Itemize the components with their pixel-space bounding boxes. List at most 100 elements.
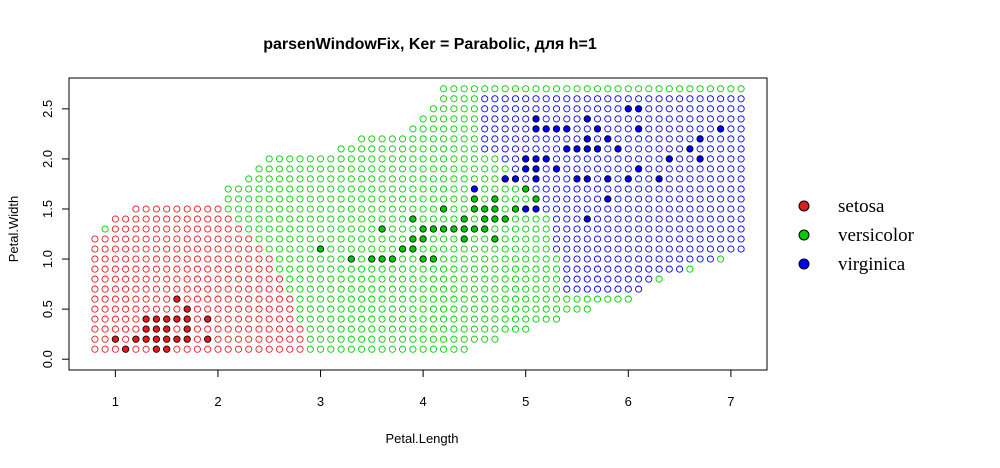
grid-cell-versicolor: [368, 135, 376, 143]
grid-cell-versicolor: [255, 225, 263, 233]
grid-cell-versicolor: [399, 235, 407, 243]
grid-cell-versicolor: [399, 135, 407, 143]
grid-cell-virginica: [655, 165, 663, 173]
grid-cell-setosa: [204, 265, 212, 273]
grid-cell-versicolor: [491, 335, 499, 343]
grid-cell-versicolor: [378, 245, 386, 253]
grid-cell-setosa: [111, 275, 119, 283]
data-point-virginica: [470, 185, 478, 193]
grid-cell-versicolor: [358, 135, 366, 143]
grid-cell-versicolor: [399, 175, 407, 183]
grid-cell-versicolor: [645, 85, 653, 93]
grid-cell-versicolor: [286, 285, 294, 293]
grid-cell-setosa: [183, 345, 191, 353]
grid-cell-virginica: [614, 155, 622, 163]
grid-cell-versicolor: [419, 295, 427, 303]
grid-cell-virginica: [491, 135, 499, 143]
grid-cell-virginica: [491, 95, 499, 103]
grid-cell-versicolor: [440, 115, 448, 123]
grid-cell-versicolor: [419, 335, 427, 343]
grid-cell-setosa: [204, 285, 212, 293]
grid-cell-virginica: [665, 175, 673, 183]
grid-cell-virginica: [593, 245, 602, 253]
grid-cell-virginica: [614, 235, 622, 243]
grid-cell-versicolor: [409, 305, 417, 313]
grid-cell-versicolor: [368, 295, 376, 303]
grid-cell-virginica: [563, 245, 571, 253]
grid-cell-virginica: [676, 205, 684, 213]
grid-cell-virginica: [624, 255, 632, 263]
grid-cell-versicolor: [265, 195, 273, 203]
grid-cell-virginica: [522, 135, 530, 143]
grid-cell-setosa: [152, 215, 160, 223]
grid-cell-setosa: [132, 295, 140, 303]
grid-cell-virginica: [532, 185, 540, 193]
grid-cell-virginica: [676, 175, 684, 183]
grid-cell-setosa: [163, 265, 171, 273]
grid-cell-virginica: [645, 125, 653, 133]
grid-cell-setosa: [275, 305, 284, 313]
grid-cell-virginica: [686, 155, 694, 163]
grid-cell-virginica: [696, 115, 704, 123]
grid-cell-virginica: [593, 95, 602, 103]
grid-cell-virginica: [552, 195, 561, 203]
grid-cell-versicolor: [101, 225, 109, 233]
grid-cell-setosa: [122, 295, 130, 303]
grid-cell-versicolor: [419, 205, 427, 213]
grid-cell-virginica: [604, 165, 612, 173]
data-point-versicolor: [316, 245, 325, 253]
grid-cell-virginica: [655, 255, 663, 263]
data-point-setosa: [132, 335, 140, 343]
grid-cell-setosa: [142, 245, 150, 253]
grid-cell-virginica: [573, 245, 581, 253]
grid-cell-versicolor: [440, 135, 448, 143]
grid-cell-versicolor: [552, 265, 561, 273]
data-point-versicolor: [409, 245, 417, 253]
grid-cell-virginica: [706, 175, 714, 183]
grid-cell-virginica: [686, 255, 694, 263]
data-point-setosa: [152, 325, 160, 333]
grid-cell-versicolor: [378, 285, 386, 293]
grid-cell-setosa: [193, 225, 201, 233]
grid-cell-versicolor: [604, 295, 612, 303]
data-point-virginica: [532, 155, 540, 163]
grid-cell-versicolor: [316, 215, 325, 223]
grid-cell-versicolor: [296, 185, 304, 193]
grid-cell-setosa: [142, 305, 150, 313]
grid-cell-virginica: [604, 95, 612, 103]
grid-cell-virginica: [624, 155, 632, 163]
grid-cell-setosa: [265, 255, 273, 263]
grid-cell-versicolor: [347, 315, 355, 323]
grid-cell-virginica: [583, 185, 591, 193]
grid-cell-virginica: [614, 115, 622, 123]
grid-cell-virginica: [706, 145, 714, 153]
grid-cell-versicolor: [378, 265, 386, 273]
grid-cell-virginica: [522, 125, 530, 133]
grid-cell-setosa: [142, 225, 150, 233]
grid-cell-setosa: [173, 345, 181, 353]
grid-cell-versicolor: [440, 245, 448, 253]
grid-cell-virginica: [481, 105, 489, 113]
grid-cell-versicolor: [440, 195, 448, 203]
grid-cell-versicolor: [450, 265, 458, 273]
data-point-virginica: [686, 145, 694, 153]
grid-cell-versicolor: [327, 295, 335, 303]
grid-cell-setosa: [122, 245, 130, 253]
grid-cell-versicolor: [306, 175, 314, 183]
grid-cell-versicolor: [296, 155, 304, 163]
grid-cell-versicolor: [316, 225, 325, 233]
grid-cell-versicolor: [234, 215, 243, 223]
grid-cell-setosa: [122, 225, 130, 233]
data-point-virginica: [542, 155, 550, 163]
grid-cell-setosa: [214, 205, 222, 213]
data-point-virginica: [634, 125, 643, 133]
grid-cell-versicolor: [255, 165, 263, 173]
grid-cell-versicolor: [347, 305, 355, 313]
grid-cell-versicolor: [481, 245, 489, 253]
grid-cell-virginica: [706, 135, 714, 143]
grid-cell-setosa: [101, 285, 109, 293]
grid-cell-versicolor: [429, 105, 437, 113]
grid-cell-versicolor: [316, 275, 325, 283]
x-tick-label: 1: [112, 394, 119, 409]
grid-cell-versicolor: [460, 135, 468, 143]
